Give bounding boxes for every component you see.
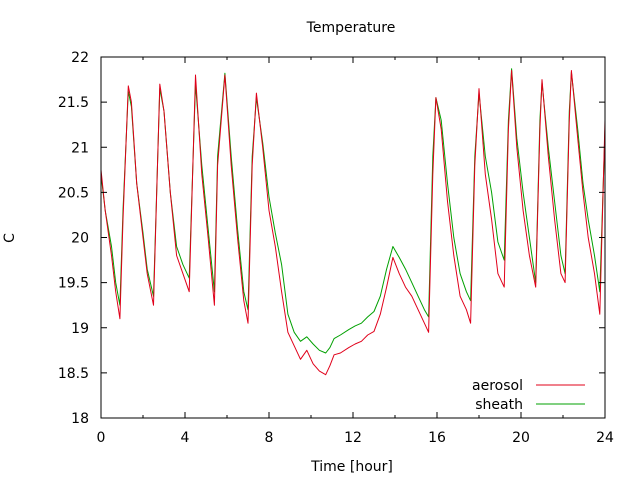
x-axis-label: Time [hour] [310,459,393,475]
y-tick-label: 20 [71,231,89,247]
y-tick-label: 21 [71,140,89,156]
y-tick-label: 20.5 [58,185,89,201]
series-layer [100,68,606,376]
series-line-sheath [100,68,606,354]
series-line-aerosol [100,70,606,376]
x-tick-label: 12 [344,430,362,446]
legend-label-sheath: sheath [475,397,523,413]
y-tick-label: 22 [71,50,89,66]
x-tick-label: 0 [97,430,106,446]
y-tick-label: 19 [71,321,89,337]
x-tick-label: 4 [181,430,190,446]
x-tick-label: 16 [428,430,446,446]
y-tick-label: 18.5 [58,366,89,382]
ticks-layer: 0 4 8 12 16 20 24 18 18.5 19 19.5 20 20.5 21 21.5 22 [58,50,614,446]
x-tick-label: 24 [596,430,614,446]
x-tick-label: 8 [265,430,274,446]
y-tick-label: 19.5 [58,276,89,292]
legend-label-aerosol: aerosol [472,378,523,394]
legend: aerosol sheath [472,378,585,413]
chart-title: Temperature [306,20,396,36]
y-tick-label: 21.5 [58,95,89,111]
y-axis-label: C [2,233,18,243]
x-tick-label: 20 [512,430,530,446]
y-tick-label: 18 [71,411,89,427]
